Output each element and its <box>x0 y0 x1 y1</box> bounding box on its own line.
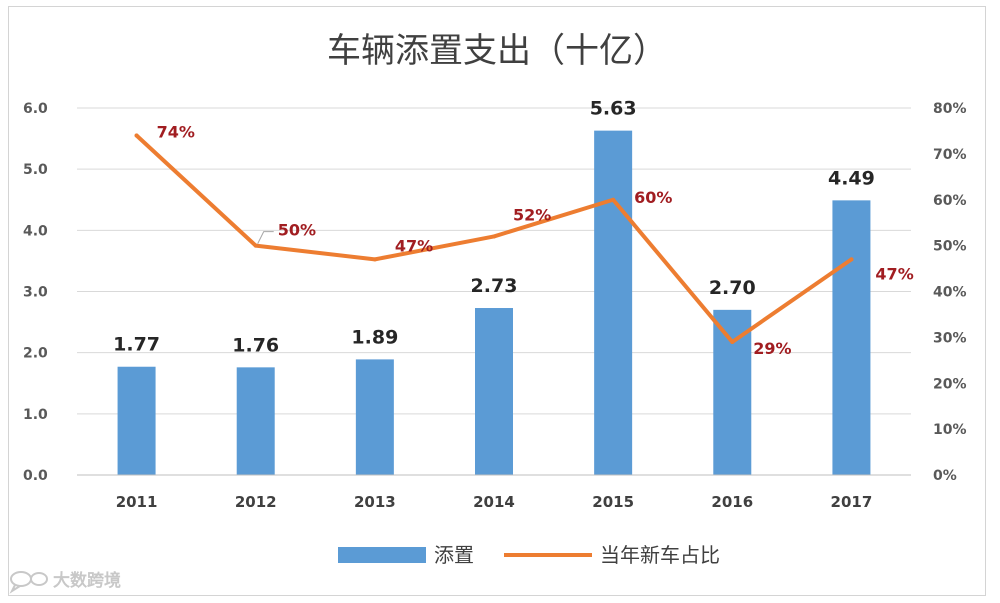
x-tick-label: 2015 <box>592 493 634 511</box>
bar-value-label: 2.70 <box>709 277 756 299</box>
share-value-label: 29% <box>753 339 791 358</box>
bar-value-label: 5.63 <box>590 98 637 120</box>
share-point-2016 <box>730 339 735 344</box>
left-tick-label: 5.0 <box>23 162 48 178</box>
watermark-text: 大数跨境 <box>53 570 121 591</box>
left-tick-label: 2.0 <box>23 346 48 362</box>
x-tick-label: 2012 <box>235 493 277 511</box>
bar-value-label: 1.77 <box>113 334 160 356</box>
right-tick-label: 0% <box>933 468 957 484</box>
leader-line <box>257 231 274 244</box>
watermark: 大数跨境 <box>9 570 121 594</box>
bar-2016 <box>713 309 752 475</box>
chart: 车辆添置支出（十亿） 0.0 1.0 2.0 3.0 4.0 5.0 6.0 0% 10% 20… <box>9 31 967 594</box>
share-value-label: 60% <box>634 188 672 207</box>
share-value-label: 52% <box>513 205 551 224</box>
bar-2011 <box>117 366 156 475</box>
x-tick-label: 2011 <box>116 493 158 511</box>
left-tick-label: 4.0 <box>23 223 48 239</box>
left-tick-label: 3.0 <box>23 285 48 301</box>
share-point-2013 <box>372 257 377 262</box>
x-tick-label: 2017 <box>831 493 873 511</box>
right-tick-label: 60% <box>933 193 967 209</box>
share-value-label: 50% <box>278 221 316 240</box>
bar-value-label: 1.76 <box>232 334 279 356</box>
x-axis-ticks: 2011 2012 2013 2014 2015 2016 2017 <box>77 474 911 511</box>
share-point-2017 <box>849 257 854 262</box>
x-tick-label: 2014 <box>473 493 515 511</box>
legend: 添置 当年新车占比 <box>338 543 720 567</box>
left-tick-label: 6.0 <box>23 101 48 117</box>
right-tick-label: 80% <box>933 101 967 117</box>
bar-value-label: 1.89 <box>351 326 398 348</box>
left-axis-ticks: 0.0 1.0 2.0 3.0 4.0 5.0 6.0 <box>23 101 48 484</box>
share-value-label: 47% <box>395 236 433 255</box>
bubble-logo-icon <box>9 571 48 594</box>
legend-bar-swatch <box>338 547 426 563</box>
share-value-label: 74% <box>157 123 195 142</box>
legend-line-label: 当年新车占比 <box>600 543 720 567</box>
legend-bar-label: 添置 <box>434 543 474 567</box>
share-point-2011 <box>134 133 139 138</box>
data-labels: 1.77 1.76 1.89 2.73 5.63 2.70 4.49 74% 50% 47% 52%… <box>113 98 914 358</box>
share-value-label: 47% <box>875 264 913 283</box>
right-tick-label: 20% <box>933 376 967 392</box>
bar-2012 <box>236 367 275 475</box>
share-point-2015 <box>611 197 616 202</box>
bar-2015 <box>594 130 633 476</box>
right-tick-label: 10% <box>933 422 967 438</box>
right-axis-ticks: 0% 10% 20% 30% 40% 50% 60% 70% 80% <box>933 101 967 484</box>
bar-value-label: 2.73 <box>471 275 518 297</box>
left-tick-label: 0.0 <box>23 468 48 484</box>
right-tick-label: 30% <box>933 330 967 346</box>
share-point-2012 <box>253 243 258 248</box>
line-series <box>134 133 854 344</box>
x-tick-label: 2013 <box>354 493 396 511</box>
chart-title: 车辆添置支出（十亿） <box>327 31 667 71</box>
x-tick-label: 2016 <box>711 493 753 511</box>
bars <box>117 130 871 476</box>
bar-2013 <box>355 359 394 475</box>
bar-value-label: 4.49 <box>828 167 875 189</box>
share-point-2014 <box>492 234 496 239</box>
chart-frame: 车辆添置支出（十亿） 0.0 1.0 2.0 3.0 4.0 5.0 6.0 0% 10% 20… <box>8 6 986 596</box>
right-tick-label: 40% <box>933 285 967 301</box>
right-tick-label: 50% <box>933 239 967 255</box>
bar-2017 <box>832 200 871 475</box>
bar-2014 <box>475 308 513 475</box>
left-tick-label: 1.0 <box>23 407 48 423</box>
right-tick-label: 70% <box>933 147 967 163</box>
